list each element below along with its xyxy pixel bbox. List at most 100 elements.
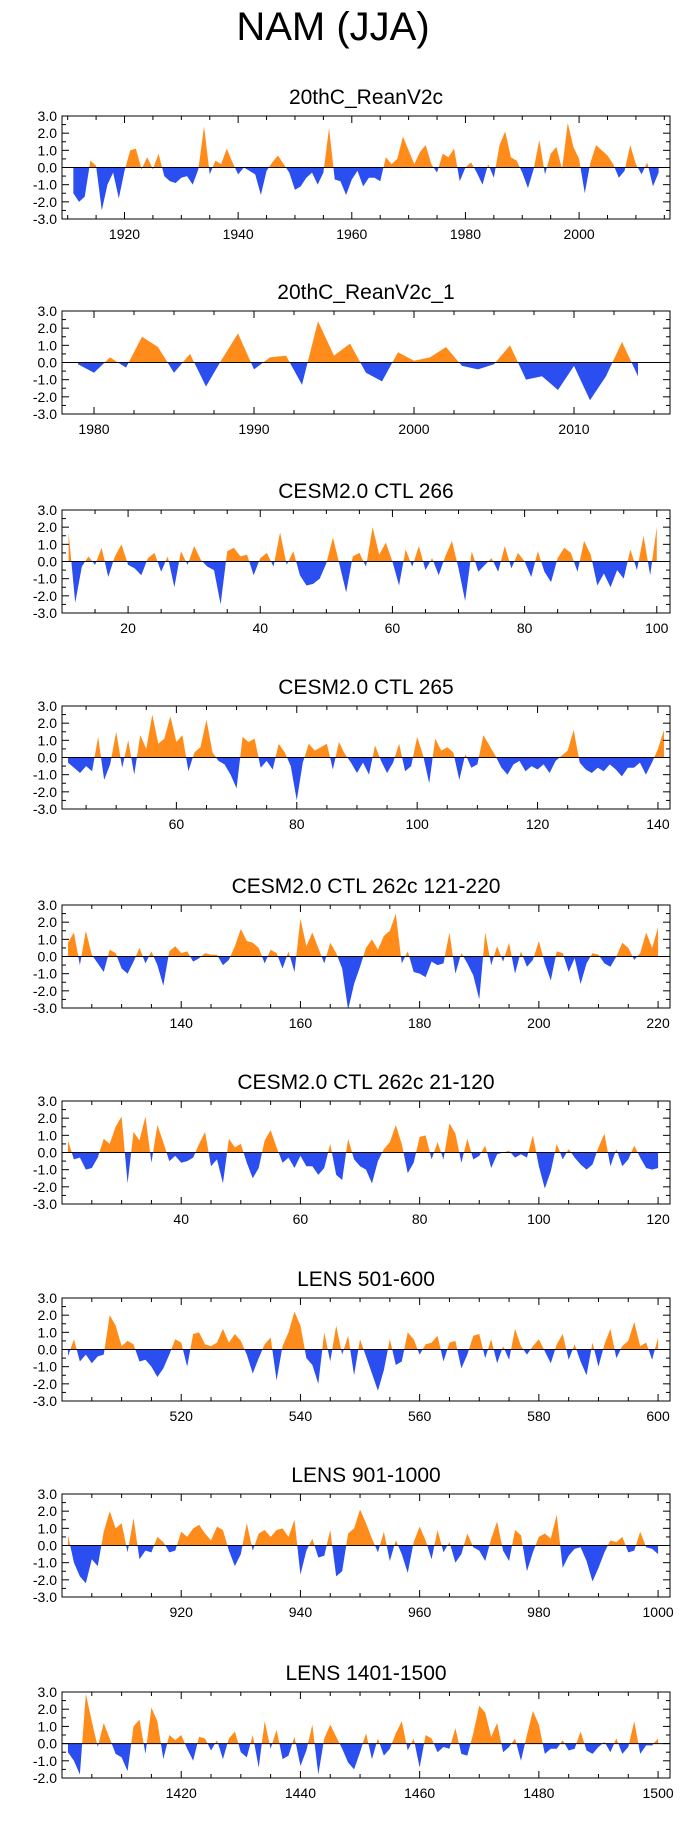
y-tick-label: -1.0 xyxy=(33,177,57,193)
x-tick-label: 220 xyxy=(646,1015,670,1031)
y-tick-label: 2.0 xyxy=(38,125,58,141)
y-tick-label: 1.0 xyxy=(38,142,58,158)
y-tick-label: 0.0 xyxy=(38,160,58,176)
y-tick-label: 0.0 xyxy=(38,554,58,570)
x-tick-label: 140 xyxy=(646,816,670,832)
x-tick-label: 160 xyxy=(289,1015,313,1031)
x-tick-label: 140 xyxy=(170,1015,194,1031)
y-tick-label: 1.0 xyxy=(38,732,58,748)
panel-7: LENS 501-600 3.02.01.0 0.0-1.0-2.0-3.0 520 5… xyxy=(33,1268,671,1424)
x-tick-label: 40 xyxy=(173,1211,189,1227)
y-tick-label: 2.0 xyxy=(38,1503,58,1519)
y-tick-label: -1.0 xyxy=(33,1753,57,1769)
y-tick-label: -3.0 xyxy=(33,1196,57,1212)
x-tick-label: 1940 xyxy=(223,226,254,242)
y-tick-label: 1.0 xyxy=(38,536,58,552)
negative-area xyxy=(73,167,659,211)
x-tick-label: 1920 xyxy=(109,226,140,242)
positive-area xyxy=(67,1116,659,1153)
y-tick-label: 0.0 xyxy=(38,1538,58,1554)
panel-title: CESM2.0 CTL 262c 121-220 xyxy=(232,875,501,898)
x-tick-label: 80 xyxy=(517,620,533,636)
negative-area xyxy=(78,362,638,401)
y-tick-label: 1.0 xyxy=(38,1324,58,1340)
y-tick-label: 2.0 xyxy=(38,715,58,731)
y-tick-label: -2.0 xyxy=(33,1770,57,1786)
data-points xyxy=(68,527,657,605)
negative-area xyxy=(67,1545,659,1584)
panel-title: CESM2.0 CTL 262c 21-120 xyxy=(237,1071,494,1094)
x-tick-label: 120 xyxy=(646,1211,670,1227)
y-tick-label: 3.0 xyxy=(38,502,58,518)
negative-area xyxy=(68,561,657,605)
y-tick-label: -3.0 xyxy=(33,1393,57,1409)
x-tick-label: 920 xyxy=(170,1604,194,1620)
y-tick-label: -2.0 xyxy=(33,1376,57,1392)
y-tick-label: -2.0 xyxy=(33,588,57,604)
x-tick-label: 1440 xyxy=(285,1785,316,1801)
y-tick-label: 0.0 xyxy=(38,1145,58,1161)
x-tick-label: 60 xyxy=(385,620,401,636)
x-tick-label: 40 xyxy=(252,620,268,636)
negative-area xyxy=(67,1152,659,1189)
x-tick-label: 1480 xyxy=(523,1785,554,1801)
x-tick-label: 20 xyxy=(120,620,136,636)
y-tick-label: 2.0 xyxy=(38,1110,58,1126)
y-tick-label: -3.0 xyxy=(33,211,57,227)
y-tick-label: 3.0 xyxy=(38,897,58,913)
positive-area xyxy=(73,122,659,168)
panels-container: 20thC_ReanV2c3.02.01.00.0-1.0-2.0-3.0192… xyxy=(33,86,674,1801)
y-tick-label: 3.0 xyxy=(38,1684,58,1700)
x-tick-label: 180 xyxy=(408,1015,432,1031)
y-tick-label: 0.0 xyxy=(38,750,58,766)
panel-4: CESM2.0 CTL 265 3.02.01.0 0.0-1.0-2.0-3.0 6… xyxy=(33,676,671,832)
data-point xyxy=(657,927,658,928)
y-tick-label: -1.0 xyxy=(33,571,57,587)
y-tick-label: 3.0 xyxy=(38,1486,58,1502)
y-tick-label: 3.0 xyxy=(38,303,58,319)
x-tick-label: 540 xyxy=(289,1408,313,1424)
panel-title: 20thC_ReanV2c_1 xyxy=(277,281,454,304)
positive-area xyxy=(67,1311,659,1350)
y-tick-label: -3.0 xyxy=(33,1589,57,1605)
y-tick-label: -2.0 xyxy=(33,389,57,405)
figure-title: NAM (JJA) xyxy=(236,5,429,49)
y-tick-label: -1.0 xyxy=(33,372,57,388)
y-tick-label: 2.0 xyxy=(38,519,58,535)
panel-title: CESM2.0 CTL 265 xyxy=(278,676,453,699)
x-tick-label: 1960 xyxy=(336,226,367,242)
y-tick-label: -2.0 xyxy=(33,194,57,210)
x-tick-label: 100 xyxy=(527,1211,551,1227)
y-tick-label: -3.0 xyxy=(33,801,57,817)
panel-8: LENS 901-1000 3.02.01.0 0.0-1.0-2.0-3.0 920… xyxy=(33,1464,674,1620)
y-tick-label: 1.0 xyxy=(38,1127,58,1143)
panel-title: LENS 1401-1500 xyxy=(285,1662,446,1685)
y-tick-label: -2.0 xyxy=(33,784,57,800)
x-tick-label: 2010 xyxy=(558,421,589,437)
y-tick-label: 3.0 xyxy=(38,1093,58,1109)
panel-2: 20thC_ReanV2c_1 3.02.01.0 0.0-1.0-2.0-3.0 1… xyxy=(33,281,671,437)
x-tick-label: 580 xyxy=(527,1408,551,1424)
x-tick-label: 60 xyxy=(169,816,185,832)
x-tick-label: 200 xyxy=(527,1015,551,1031)
y-tick-label: 0.0 xyxy=(38,1736,58,1752)
y-tick-label: -2.0 xyxy=(33,1572,57,1588)
x-tick-label: 1990 xyxy=(238,421,269,437)
y-tick-label: 0.0 xyxy=(38,355,58,371)
positive-area xyxy=(78,321,638,363)
y-tick-label: 3.0 xyxy=(38,1290,58,1306)
x-tick-label: 960 xyxy=(408,1604,432,1620)
x-tick-label: 1500 xyxy=(643,1785,674,1801)
x-tick-label: 1980 xyxy=(78,421,109,437)
data-point xyxy=(657,1337,658,1338)
data-point xyxy=(348,1009,349,1010)
y-tick-label: 0.0 xyxy=(38,949,58,965)
x-tick-label: 100 xyxy=(405,816,429,832)
x-tick-label: 1980 xyxy=(450,226,481,242)
panel-title: CESM2.0 CTL 266 xyxy=(278,480,453,503)
y-tick-label: -3.0 xyxy=(33,1000,57,1016)
x-tick-label: 80 xyxy=(289,816,305,832)
positive-area xyxy=(67,1509,659,1546)
y-tick-label: -2.0 xyxy=(33,983,57,999)
